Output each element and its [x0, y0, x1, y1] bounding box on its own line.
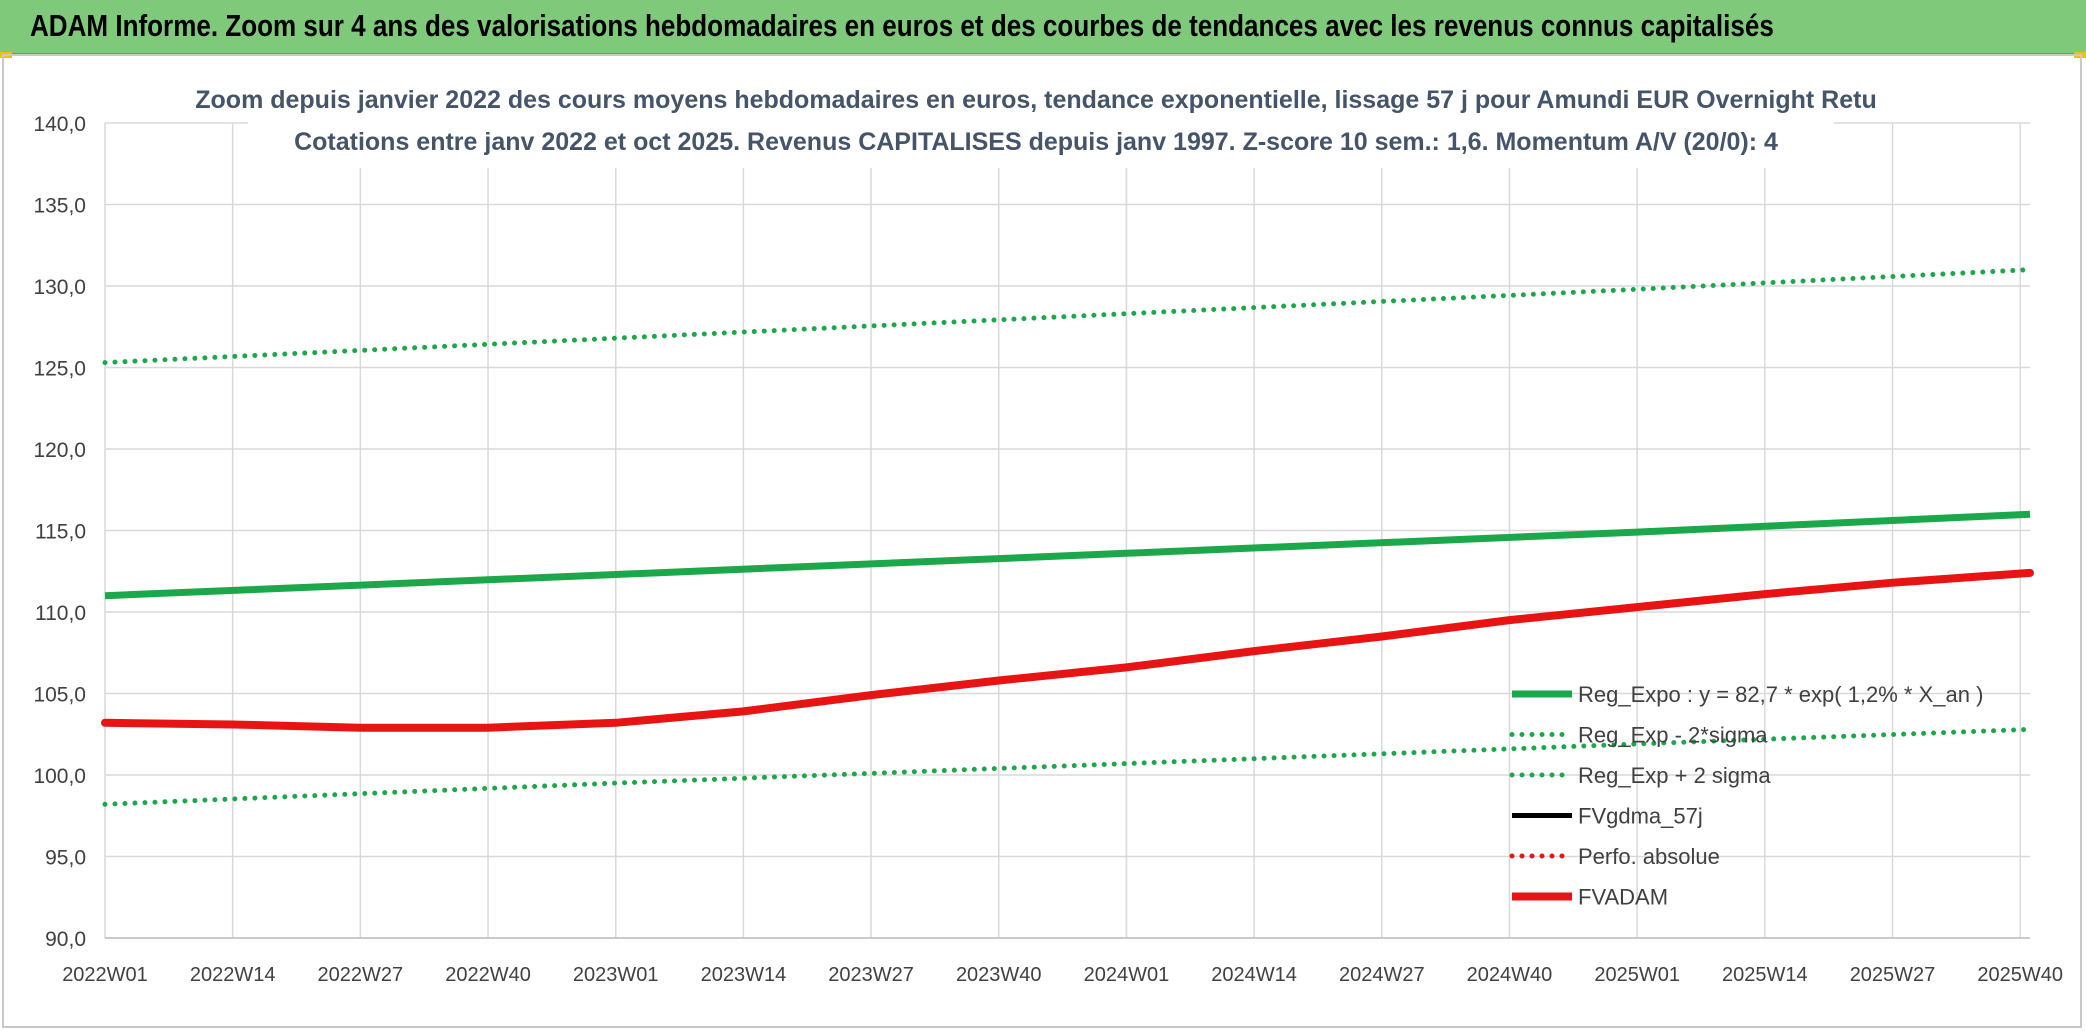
x-tick-label: 2023W40: [956, 964, 1042, 986]
x-axis-ticks: 2022W01 2022W14 2022W27 2022W40 2023W01 2023W…: [62, 964, 2063, 986]
chart-title-line2: Cotations entre janv 2022 et oct 2025. R…: [294, 128, 1778, 156]
legend-label-4: Perfo. absolue: [1578, 844, 1720, 869]
report-title: ADAM Informe. Zoom sur 4 ans des valoris…: [30, 8, 1774, 43]
report-banner: ADAM Informe. Zoom sur 4 ans des valoris…: [0, 0, 2086, 54]
y-tick-label: 135,0: [33, 195, 86, 218]
series-layer: [101, 267, 2034, 807]
y-tick-label: 125,0: [33, 358, 86, 381]
legend-label-5: FVADAM: [1578, 885, 1668, 910]
x-tick-label: 2022W14: [190, 964, 276, 986]
x-tick-label: 2023W27: [828, 964, 914, 986]
y-axis-ticks: 140,0 135,0 130,0 125,0 120,0 115,0 110,0 105,0…: [33, 113, 86, 951]
x-tick-label: 2024W01: [1084, 964, 1170, 986]
series-line-1: [102, 726, 2033, 807]
x-tick-label: 2023W01: [573, 964, 659, 986]
x-tick-label: 2024W27: [1339, 964, 1425, 986]
legend-label-3: FVgdma_57j: [1578, 804, 1703, 829]
y-tick-label: 140,0: [33, 113, 86, 136]
y-tick-label: 90,0: [45, 928, 86, 951]
legend-label-2: Reg_Exp + 2 sigma: [1578, 763, 1771, 788]
y-tick-label: 115,0: [35, 521, 86, 544]
y-tick-label: 105,0: [33, 684, 86, 707]
legend-label-0: Reg_Expo : y = 82,7 * exp( 1,2% * X_an ): [1578, 682, 1983, 707]
x-tick-label: 2024W40: [1467, 964, 1553, 986]
x-tick-label: 2022W01: [62, 964, 148, 986]
grid-layer: [104, 122, 2030, 939]
legend: Reg_Expo : y = 82,7 * exp( 1,2% * X_an )…: [1509, 682, 1983, 910]
y-tick-label: 110,0: [35, 602, 86, 625]
y-tick-label: 95,0: [45, 847, 86, 870]
x-tick-label: 2024W14: [1211, 964, 1297, 986]
x-tick-label: 2025W40: [1977, 964, 2063, 986]
y-tick-label: 100,0: [33, 765, 86, 788]
chart-title-line1: Zoom depuis janvier 2022 des cours moyen…: [195, 86, 1876, 114]
series-line-2: [102, 267, 2033, 366]
y-tick-label: 130,0: [33, 276, 86, 299]
title-background: [248, 76, 1834, 168]
legend-label-1: Reg_Exp - 2*sigma: [1578, 723, 1768, 748]
x-tick-label: 2023W14: [701, 964, 787, 986]
y-tick-label: 120,0: [33, 439, 86, 462]
x-tick-label: 2022W27: [318, 964, 404, 986]
series-line-5: [101, 568, 2034, 732]
x-tick-label: 2025W01: [1594, 964, 1680, 986]
x-tick-label: 2022W40: [445, 964, 531, 986]
chart-frame: [2, 54, 2082, 1028]
series-line-0: [104, 510, 2031, 600]
x-tick-label: 2025W27: [1850, 964, 1936, 986]
x-tick-label: 2025W14: [1722, 964, 1808, 986]
